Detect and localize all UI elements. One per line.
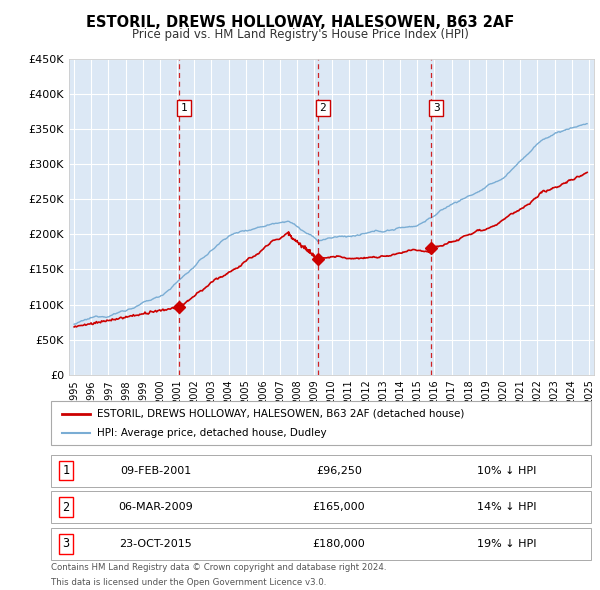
Text: 3: 3: [433, 103, 440, 113]
Text: 1: 1: [62, 464, 70, 477]
Text: 19% ↓ HPI: 19% ↓ HPI: [477, 539, 537, 549]
Text: 23-OCT-2015: 23-OCT-2015: [119, 539, 193, 549]
Text: 14% ↓ HPI: 14% ↓ HPI: [477, 502, 537, 512]
Text: 3: 3: [62, 537, 70, 550]
Text: Contains HM Land Registry data © Crown copyright and database right 2024.: Contains HM Land Registry data © Crown c…: [51, 563, 386, 572]
Text: £96,250: £96,250: [316, 466, 362, 476]
Text: 06-MAR-2009: 06-MAR-2009: [119, 502, 193, 512]
Text: ESTORIL, DREWS HOLLOWAY, HALESOWEN, B63 2AF (detached house): ESTORIL, DREWS HOLLOWAY, HALESOWEN, B63 …: [97, 409, 464, 418]
Text: 10% ↓ HPI: 10% ↓ HPI: [478, 466, 536, 476]
Text: Price paid vs. HM Land Registry's House Price Index (HPI): Price paid vs. HM Land Registry's House …: [131, 28, 469, 41]
Text: 1: 1: [181, 103, 187, 113]
Text: ESTORIL, DREWS HOLLOWAY, HALESOWEN, B63 2AF: ESTORIL, DREWS HOLLOWAY, HALESOWEN, B63 …: [86, 15, 514, 30]
Text: 09-FEB-2001: 09-FEB-2001: [121, 466, 191, 476]
Text: 2: 2: [320, 103, 326, 113]
Text: £165,000: £165,000: [313, 502, 365, 512]
Text: This data is licensed under the Open Government Licence v3.0.: This data is licensed under the Open Gov…: [51, 578, 326, 586]
Text: 2: 2: [62, 501, 70, 514]
Text: HPI: Average price, detached house, Dudley: HPI: Average price, detached house, Dudl…: [97, 428, 327, 438]
Text: £180,000: £180,000: [313, 539, 365, 549]
